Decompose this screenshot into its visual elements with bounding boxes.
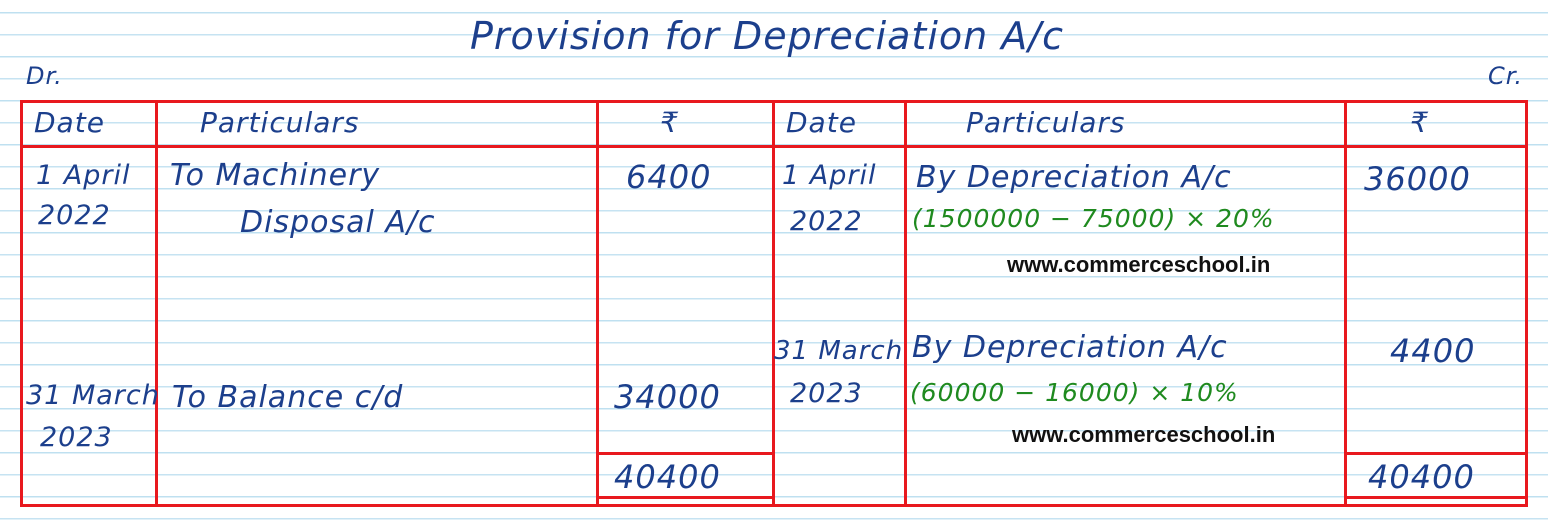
credit-working: (1500000 − 75000) × 20% bbox=[912, 204, 1275, 233]
debit-date: 2023 bbox=[40, 422, 113, 453]
credit-working: (60000 − 16000) × 10% bbox=[910, 378, 1239, 407]
ledger-title: Provision for Depreciation A/c bbox=[470, 14, 1064, 58]
credit-date: 1 April bbox=[782, 160, 877, 191]
credit-total-rule bbox=[1344, 496, 1528, 499]
credit-total: 40400 bbox=[1368, 458, 1475, 496]
debit-amount: 34000 bbox=[614, 378, 721, 416]
header-particulars-debit: Particulars bbox=[200, 106, 360, 139]
header-particulars-credit: Particulars bbox=[966, 106, 1126, 139]
debit-date: 1 April bbox=[36, 160, 131, 191]
column-rule bbox=[1344, 100, 1347, 507]
column-rule bbox=[155, 100, 158, 507]
credit-amount: 4400 bbox=[1390, 332, 1476, 370]
debit-date: 31 March bbox=[26, 380, 160, 411]
debit-total-rule bbox=[596, 496, 774, 499]
column-rule bbox=[20, 100, 23, 507]
debit-total-rule bbox=[596, 452, 774, 455]
column-rule bbox=[1525, 100, 1528, 507]
watermark: www.commerceschool.in bbox=[1012, 422, 1276, 447]
debit-total: 40400 bbox=[614, 458, 721, 496]
watermark: www.commerceschool.in bbox=[1007, 252, 1271, 277]
header-date-debit: Date bbox=[34, 106, 105, 139]
column-rule bbox=[772, 100, 775, 507]
credit-total-rule bbox=[1344, 452, 1528, 455]
column-rule bbox=[596, 100, 599, 507]
header-date-credit: Date bbox=[786, 106, 857, 139]
debit-particulars: To Balance c/d bbox=[172, 380, 404, 415]
credit-date: 2022 bbox=[790, 206, 863, 237]
header-amount-debit: ₹ bbox=[660, 106, 679, 139]
credit-particulars: By Depreciation A/c bbox=[912, 330, 1228, 365]
debit-amount: 6400 bbox=[626, 158, 712, 196]
credit-date: 2023 bbox=[790, 378, 863, 409]
credit-date: 31 March bbox=[774, 336, 904, 366]
cr-label: Cr. bbox=[1488, 62, 1524, 90]
dr-label: Dr. bbox=[26, 62, 63, 90]
debit-date: 2022 bbox=[38, 200, 111, 231]
credit-amount: 36000 bbox=[1364, 160, 1471, 198]
credit-particulars: By Depreciation A/c bbox=[916, 160, 1232, 195]
debit-particulars: Disposal A/c bbox=[240, 205, 436, 240]
header-amount-credit: ₹ bbox=[1410, 106, 1429, 139]
debit-particulars: To Machinery bbox=[170, 158, 381, 193]
column-rule bbox=[904, 100, 907, 507]
